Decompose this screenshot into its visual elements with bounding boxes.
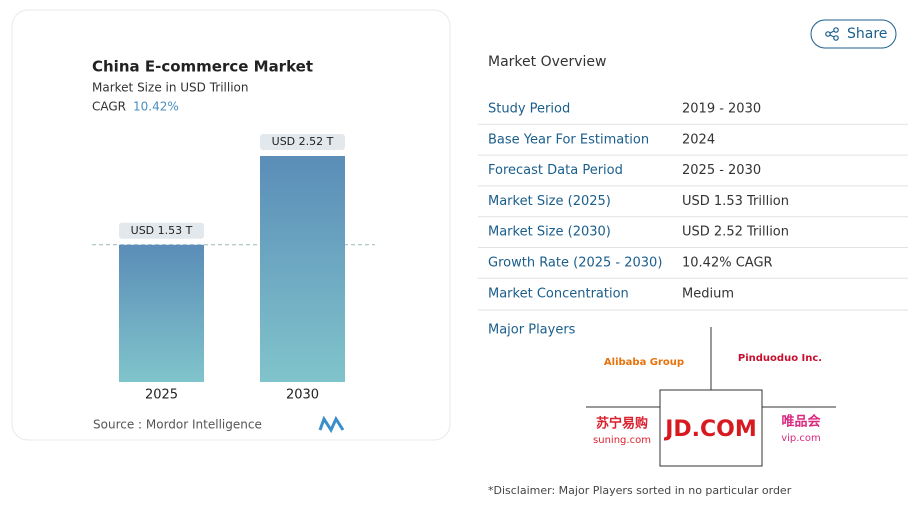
overview-title: Market Overview [488, 54, 607, 70]
cagr-value: 10.42% [133, 100, 179, 114]
players-grid [586, 327, 836, 467]
row-value: USD 2.52 Trillion [682, 225, 789, 240]
brand-logo [318, 415, 345, 434]
value-label: USD 2.52 T [272, 135, 334, 148]
row-value: 10.42% CAGR [682, 256, 773, 271]
row-label: Market Size (2025) [488, 194, 611, 209]
row-label: Base Year For Estimation [488, 132, 649, 147]
player-logo: 唯品会 [781, 414, 821, 430]
row-label: Market Size (2030) [488, 225, 611, 240]
cagr-label: CAGR [92, 100, 126, 114]
player-logo: Alibaba Group [604, 357, 684, 368]
row-label: Study Period [488, 102, 570, 117]
row-label: Forecast Data Period [488, 163, 623, 178]
share-icon [825, 27, 839, 41]
chart-subtitle: Market Size in USD Trillion [92, 81, 249, 95]
value-label: USD 1.53 T [131, 224, 193, 237]
row-value: 2019 - 2030 [682, 102, 761, 117]
row-value: 2025 - 2030 [682, 163, 761, 178]
share-button[interactable] [810, 19, 897, 49]
source: Source : Mordor Intelligence [93, 418, 262, 432]
player-logo: 苏宁易购 [596, 416, 648, 432]
value-label-box [260, 134, 345, 150]
player-logo: JD.COM [663, 417, 757, 442]
player-logo-sub: suning.com [593, 435, 651, 446]
row-value: Medium [682, 286, 734, 301]
disclaimer: *Disclaimer: Major Players sorted in no … [488, 484, 792, 497]
row-value: USD 1.53 Trillion [682, 194, 789, 209]
row-value: 2024 [682, 132, 715, 147]
x-tick-label: 2025 [145, 388, 178, 403]
value-label-box [119, 222, 204, 239]
player-logo: Pinduoduo Inc. [738, 353, 822, 364]
players-title: Major Players [488, 323, 576, 338]
share-label[interactable]: Share [847, 26, 887, 42]
chart-title: China E-commerce Market [92, 58, 313, 76]
bar [260, 156, 345, 382]
row-label: Growth Rate (2025 - 2030) [488, 256, 662, 271]
row-label: Market Concentration [488, 286, 629, 301]
player-logo-sub: vip.com [781, 433, 821, 444]
bar [119, 244, 204, 382]
x-tick-label: 2030 [286, 388, 319, 403]
